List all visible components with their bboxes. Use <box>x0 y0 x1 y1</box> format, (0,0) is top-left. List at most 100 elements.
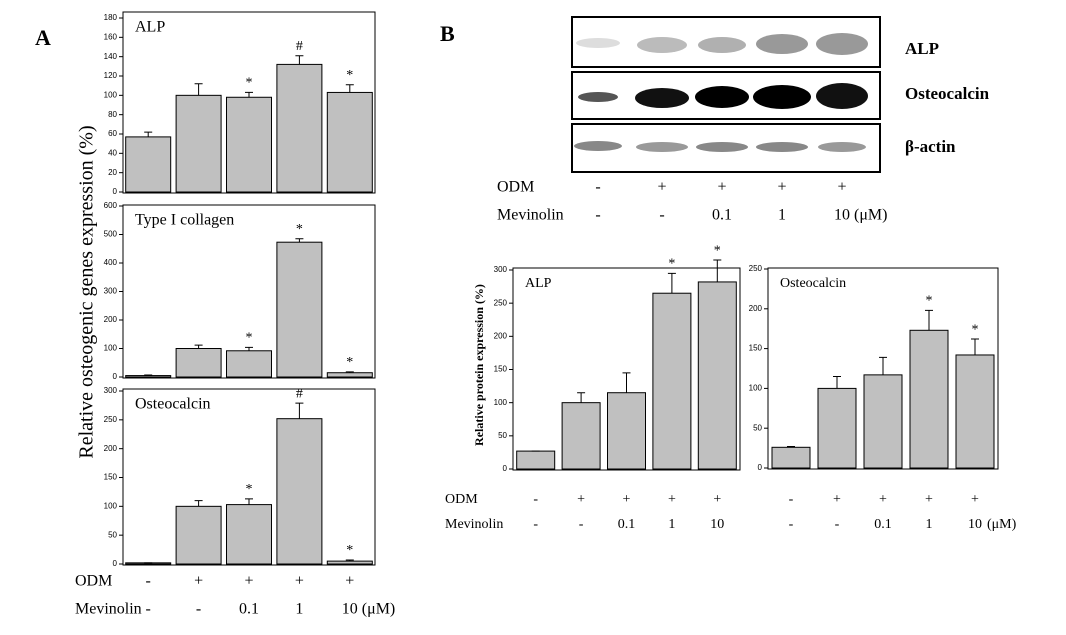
condition-value: + <box>717 179 726 196</box>
condition-value: + <box>295 573 304 590</box>
condition-value: - <box>595 207 600 224</box>
condition-value: - <box>595 179 600 196</box>
error-bar <box>345 84 354 93</box>
condition-value: + <box>833 492 841 507</box>
annotation: * <box>246 331 253 346</box>
y-tick-label: 600 <box>104 201 118 210</box>
error-bar <box>194 344 203 349</box>
annotation: * <box>668 257 675 272</box>
blot-label: ALP <box>905 39 939 58</box>
condition-value: 0.1 <box>239 601 259 618</box>
chart-title: Osteocalcin <box>780 276 846 291</box>
annotation: * <box>714 243 721 258</box>
annotation: * <box>926 294 933 309</box>
y-tick-label: 300 <box>104 386 118 395</box>
error-bar <box>194 500 203 507</box>
condition-value: + <box>971 492 979 507</box>
y-tick-label: 20 <box>108 168 117 177</box>
chart-title: Type I collagen <box>135 212 234 229</box>
condition-value: + <box>668 492 676 507</box>
bar <box>771 446 811 469</box>
condition-value: - <box>146 573 151 590</box>
bar <box>326 560 373 565</box>
y-tick-label: 180 <box>104 13 118 22</box>
bar <box>817 387 857 469</box>
blot-label: Osteocalcin <box>905 84 990 103</box>
error-bar <box>971 338 979 355</box>
condition-value: - <box>659 207 664 224</box>
panel-label: A <box>35 25 51 50</box>
bar <box>652 292 692 470</box>
annotation: * <box>346 68 353 83</box>
annotation: # <box>296 39 303 54</box>
error-bar <box>622 372 631 393</box>
condition-value: + <box>623 492 631 507</box>
condition-value: 1 <box>295 601 303 618</box>
bar <box>561 402 601 470</box>
y-tick-label: 150 <box>749 344 763 353</box>
y-tick-label: 100 <box>104 344 118 353</box>
y-axis-label: Relative osteogenic genes expression (%) <box>76 125 98 458</box>
bar <box>276 63 323 193</box>
condition-value: 10 <box>710 517 724 532</box>
annotation: * <box>972 322 979 337</box>
condition-unit: (μM) <box>854 207 887 224</box>
condition-value: 0.1 <box>618 517 636 532</box>
plot-frame <box>767 267 999 470</box>
y-tick-label: 160 <box>104 32 118 41</box>
condition-value: 10 <box>968 517 982 532</box>
error-bar <box>713 259 722 282</box>
chart-title: ALP <box>525 276 552 291</box>
error-bar <box>833 375 841 389</box>
condition-value: + <box>244 573 253 590</box>
error-bar <box>925 309 933 331</box>
annotation: * <box>346 355 353 370</box>
bar <box>175 94 222 193</box>
chart-title: Osteocalcin <box>135 396 211 413</box>
bar <box>276 241 323 378</box>
condition-value: + <box>925 492 933 507</box>
y-tick-label: 400 <box>104 258 118 267</box>
annotation: # <box>296 386 303 401</box>
condition-value: - <box>579 517 584 532</box>
bar <box>125 375 172 378</box>
y-tick-label: 500 <box>104 230 118 239</box>
condition-value: 1 <box>668 517 675 532</box>
y-tick-label: 250 <box>494 298 508 307</box>
condition-value: 1 <box>778 207 786 224</box>
bar <box>607 392 646 470</box>
error-bar <box>144 374 153 376</box>
condition-unit: (μM) <box>987 517 1017 532</box>
y-tick-label: 50 <box>108 530 117 539</box>
condition-value: 0.1 <box>712 207 732 224</box>
bar <box>326 372 373 378</box>
error-bar <box>295 238 304 243</box>
error-bar <box>295 402 304 419</box>
condition-value: - <box>196 601 201 618</box>
condition-value: - <box>533 517 538 532</box>
error-bar <box>144 131 153 137</box>
condition-value: - <box>835 517 840 532</box>
error-bar <box>667 272 676 294</box>
y-tick-label: 150 <box>104 473 118 482</box>
condition-value: + <box>657 179 666 196</box>
y-tick-label: 0 <box>113 372 118 381</box>
bar <box>909 329 949 469</box>
y-axis-label: Relative protein expression (%) <box>472 284 486 446</box>
panel-label: B <box>440 21 455 46</box>
plot-frame <box>122 11 376 194</box>
condition-value: - <box>146 601 151 618</box>
y-tick-label: 250 <box>104 415 118 424</box>
error-bar <box>245 91 253 98</box>
bar <box>226 96 272 193</box>
condition-value: - <box>789 492 794 507</box>
error-bar <box>245 498 253 505</box>
annotation: * <box>246 76 253 91</box>
y-tick-label: 100 <box>749 384 763 393</box>
condition-value: 0.1 <box>874 517 892 532</box>
annotation: * <box>346 543 353 558</box>
condition-unit: (μM) <box>362 601 395 618</box>
condition-value: - <box>789 517 794 532</box>
condition-label: Mevinolin <box>445 517 503 532</box>
error-bar <box>787 446 795 448</box>
